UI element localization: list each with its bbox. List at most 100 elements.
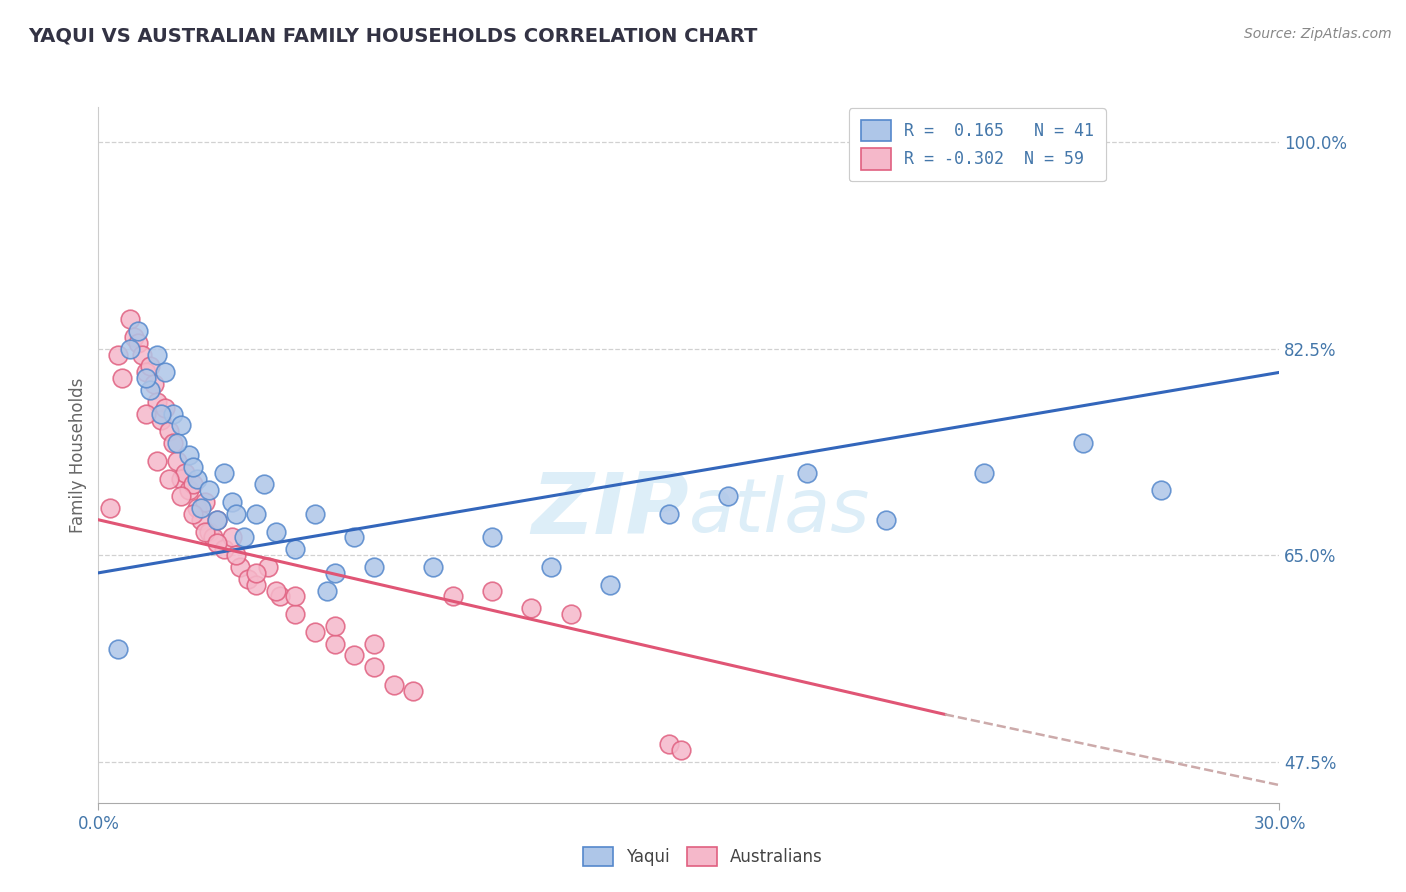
Point [181,507,204,521]
Point [150,412,173,426]
Point [225,507,247,521]
Point [229,560,252,574]
Point [973,466,995,480]
Point [135,407,157,421]
Text: Source: ZipAtlas.com: Source: ZipAtlas.com [1244,27,1392,41]
Point [363,560,385,574]
Point [194,495,217,509]
Point [138,383,160,397]
Point [118,312,141,326]
Point [155,365,177,379]
Point [214,542,236,557]
Text: ZIP: ZIP [531,469,689,552]
Point [162,407,184,421]
Point [481,531,503,545]
Point [138,359,160,374]
Point [221,495,243,509]
Point [118,342,141,356]
Point [717,489,740,503]
Y-axis label: Family Households: Family Households [69,377,87,533]
Point [236,572,259,586]
Legend: R =  0.165   N = 41, R = -0.302  N = 59: R = 0.165 N = 41, R = -0.302 N = 59 [849,109,1105,181]
Point [1150,483,1173,498]
Point [233,531,256,545]
Point [155,401,177,415]
Point [253,477,276,491]
Point [205,536,228,550]
Point [146,348,169,362]
Point [162,436,184,450]
Point [225,548,247,562]
Point [201,531,224,545]
Point [122,330,145,344]
Point [264,524,287,539]
Point [245,577,267,591]
Point [197,524,219,539]
Point [107,642,129,657]
Text: YAQUI VS AUSTRALIAN FAMILY HOUSEHOLDS CORRELATION CHART: YAQUI VS AUSTRALIAN FAMILY HOUSEHOLDS CO… [28,27,758,45]
Point [186,500,208,515]
Point [221,531,243,545]
Point [166,454,188,468]
Point [205,513,228,527]
Point [269,590,291,604]
Point [323,619,346,633]
Point [190,513,212,527]
Point [131,348,153,362]
Point [540,560,562,574]
Point [658,737,681,751]
Point [111,371,134,385]
Point [284,542,307,557]
Point [174,466,197,480]
Point [658,507,681,521]
Point [422,560,444,574]
Point [520,601,543,615]
Point [135,371,157,385]
Point [197,483,219,498]
Point [402,683,425,698]
Point [170,489,193,503]
Point [214,466,236,480]
Point [142,377,165,392]
Point [190,500,212,515]
Text: atlas: atlas [689,475,870,547]
Point [157,471,180,485]
Point [181,477,204,491]
Point [170,471,193,485]
Point [186,471,208,485]
Point [150,407,173,421]
Point [146,454,169,468]
Point [264,583,287,598]
Point [245,507,267,521]
Point [669,743,692,757]
Point [170,418,193,433]
Point [177,483,200,498]
Point [323,637,346,651]
Point [599,577,621,591]
Point [146,395,169,409]
Point [181,459,204,474]
Point [343,531,366,545]
Point [875,513,897,527]
Point [245,566,267,580]
Point [560,607,582,621]
Point [382,678,405,692]
Point [315,583,337,598]
Point [98,500,121,515]
Point [1071,436,1094,450]
Point [205,513,228,527]
Point [796,466,818,480]
Point [135,365,157,379]
Point [256,560,278,574]
Point [166,436,188,450]
Point [177,448,200,462]
Point [194,524,217,539]
Point [441,590,464,604]
Point [107,348,129,362]
Point [304,507,326,521]
Legend: Yaqui, Australians: Yaqui, Australians [575,838,831,875]
Point [363,660,385,674]
Point [323,566,346,580]
Point [127,335,149,350]
Point [127,324,149,338]
